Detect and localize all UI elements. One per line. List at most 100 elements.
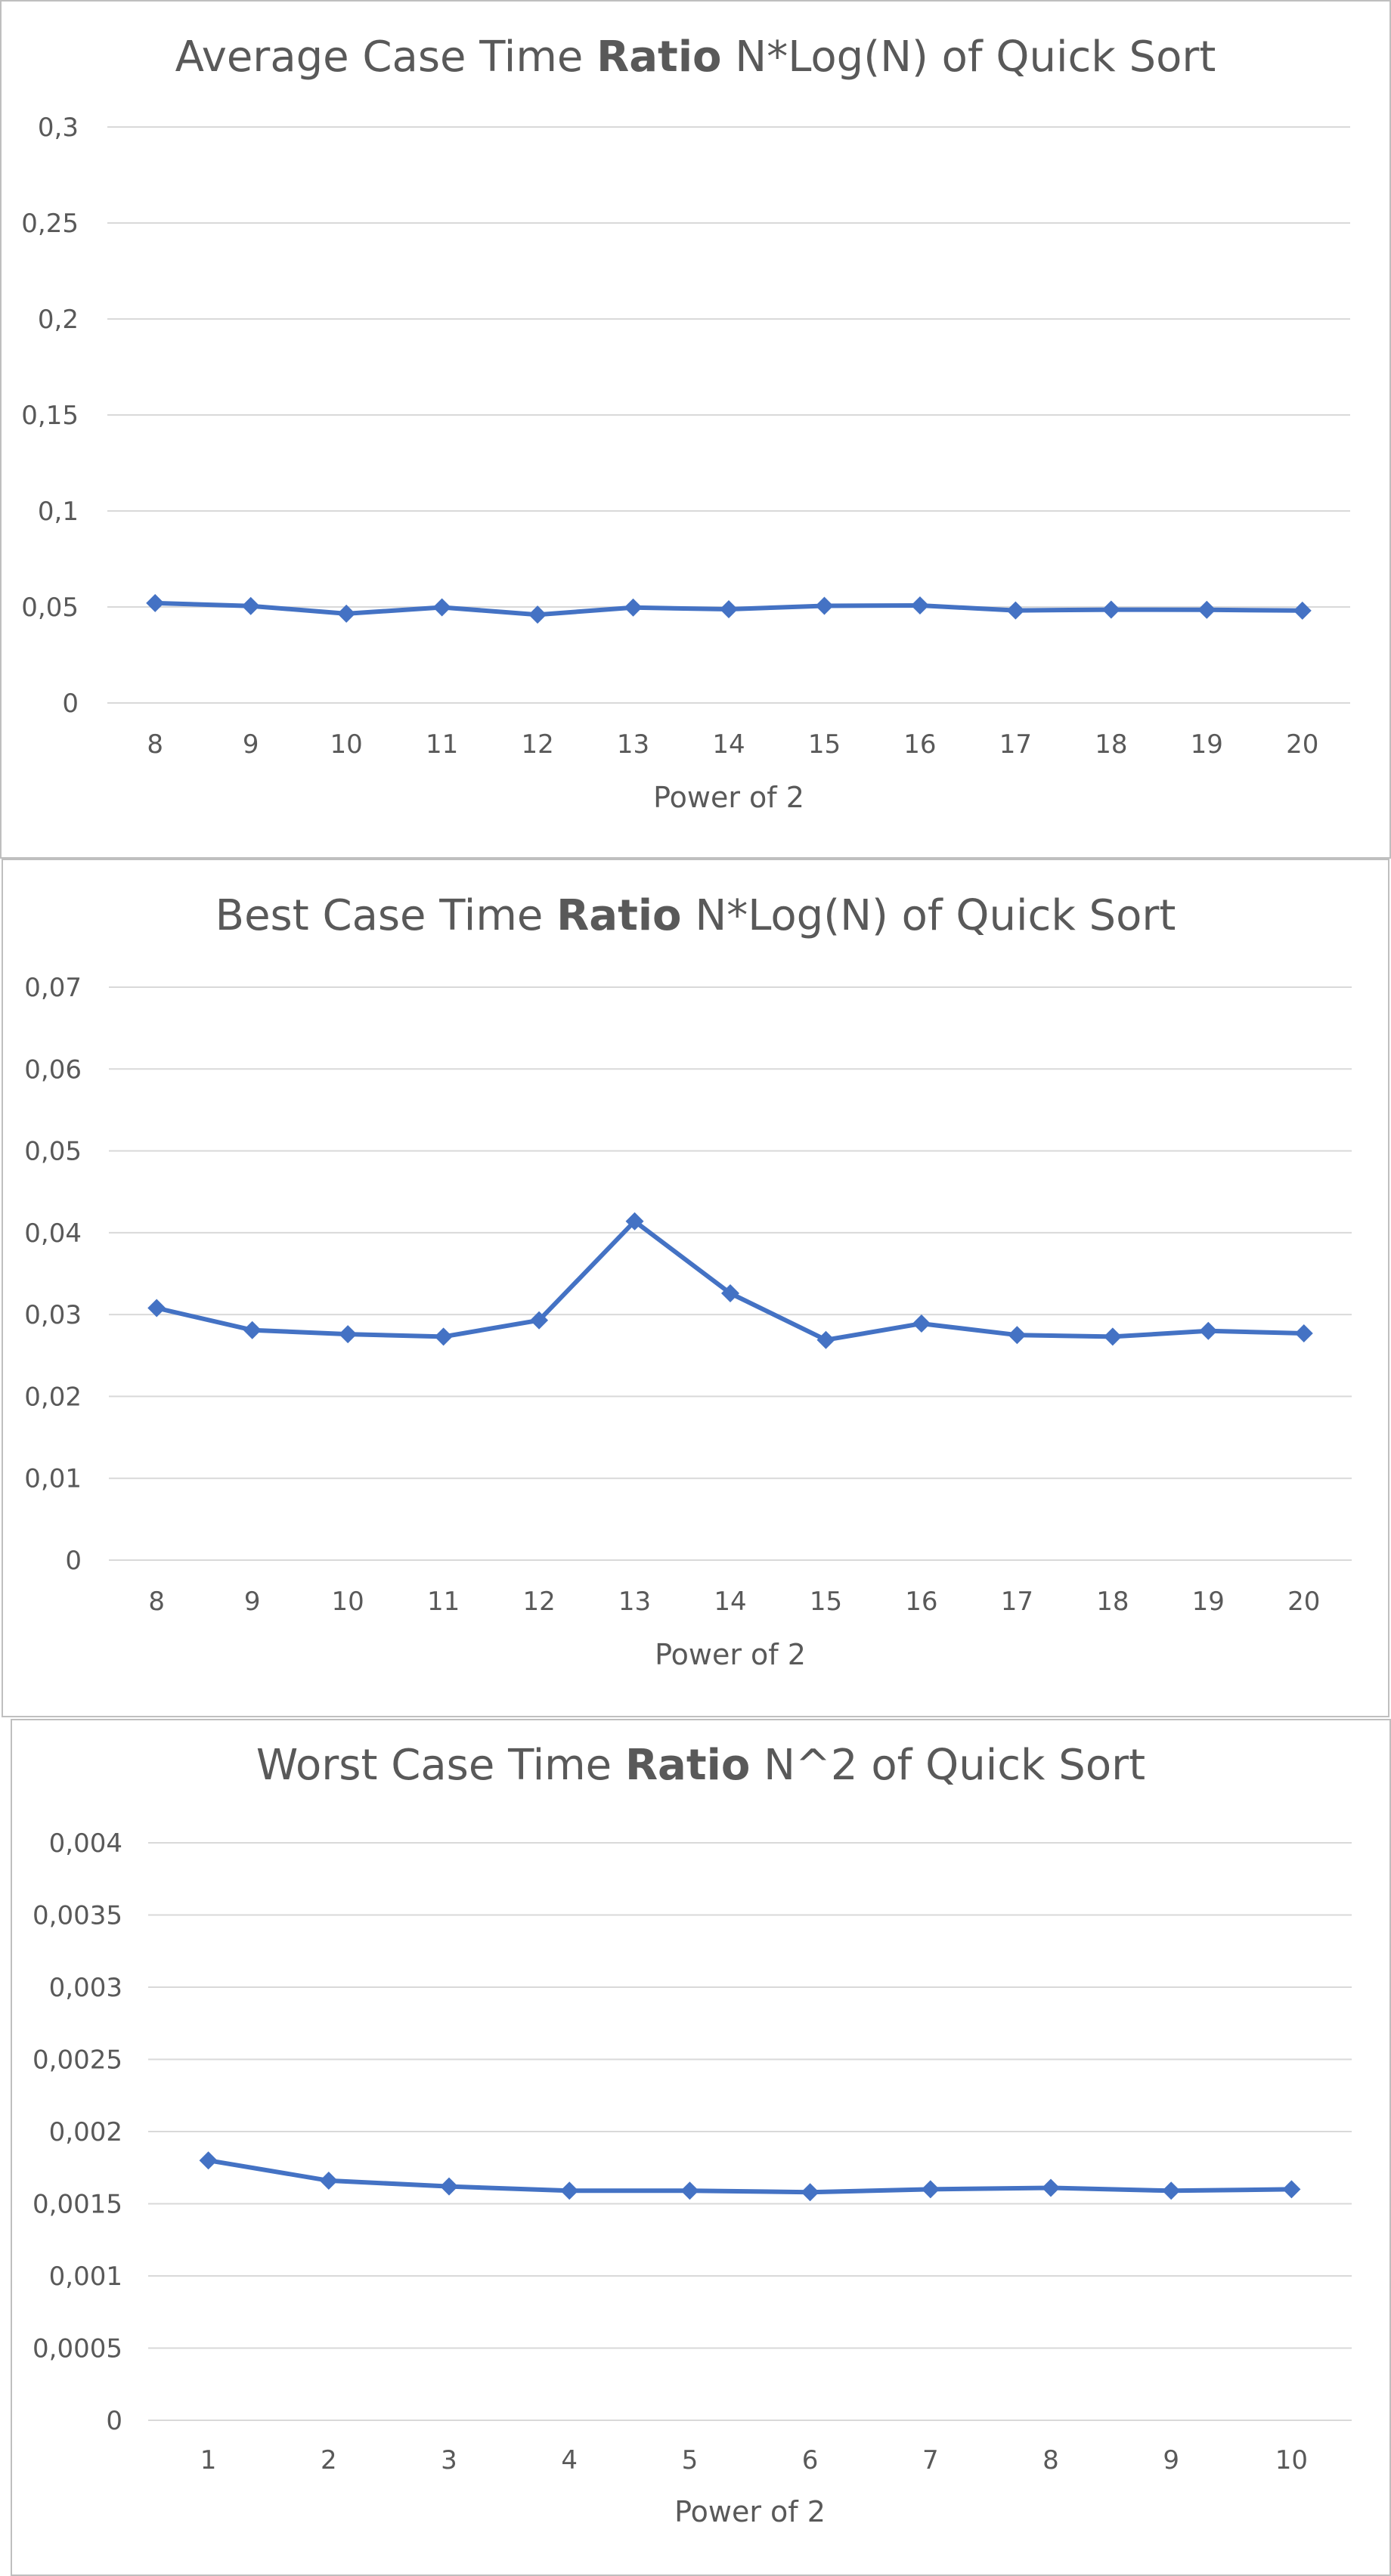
x-tick-label: 19 [1192,1587,1225,1617]
x-axis-label: Power of 2 [674,2495,826,2528]
x-tick-label: 19 [1191,729,1223,760]
x-tick-label: 9 [244,1587,261,1617]
data-point-marker [243,1321,262,1339]
data-point-marker [815,596,834,615]
x-tick-label: 8 [147,729,163,760]
chart-title-part: Ratio [596,33,721,82]
data-point-marker [560,2181,579,2200]
x-tick-label: 10 [1275,2445,1308,2475]
chart-title-part: Average Case Time [175,33,596,82]
y-tick-label: 0,0015 [33,2190,122,2220]
x-tick-label: 18 [1095,729,1127,760]
x-tick-label: 6 [802,2445,819,2475]
data-point-marker [337,604,356,623]
data-point-marker [1199,1321,1218,1340]
data-point-marker [910,596,929,615]
y-tick-label: 0 [62,689,79,719]
y-tick-label: 0,02 [24,1382,82,1412]
data-point-marker [147,1299,166,1317]
y-tick-label: 0,004 [49,1828,122,1859]
y-tick-label: 0,0005 [33,2334,122,2364]
x-tick-label: 2 [321,2445,337,2475]
x-tick-label: 9 [243,729,259,760]
x-tick-label: 8 [1042,2445,1059,2475]
x-tick-label: 16 [905,1587,937,1617]
chart-title-part: Ratio [625,1741,750,1790]
x-tick-label: 20 [1286,729,1318,760]
data-point-marker [721,1283,739,1302]
series-line [208,2158,1292,2195]
y-tick-label: 0,25 [21,209,79,239]
y-tick-label: 0,01 [24,1464,82,1494]
x-tick-label: 15 [808,729,841,760]
data-point-marker [432,598,451,617]
data-point-marker [912,1314,931,1333]
y-tick-label: 0 [106,2406,122,2436]
x-tick-label: 16 [903,729,936,760]
data-point-marker [680,2181,699,2200]
data-point-marker [1101,600,1120,619]
x-tick-label: 14 [714,1587,746,1617]
data-point-marker [1282,2180,1301,2199]
x-tick-label: 12 [522,1587,555,1617]
chart-title: Best Case Time Ratio N*Log(N) of Quick S… [215,891,1176,940]
y-tick-label: 0,07 [24,973,82,1003]
data-point-marker [530,1311,549,1330]
x-tick-label: 1 [200,2445,217,2475]
data-point-marker [1162,2181,1181,2200]
data-point-marker [1293,601,1312,620]
chart-title-part: Best Case Time [215,891,557,940]
x-tick-label: 13 [618,1587,651,1617]
x-tick-label: 7 [922,2445,939,2475]
data-point-marker [1197,600,1216,619]
x-tick-label: 8 [148,1587,165,1617]
y-tick-label: 0,0035 [33,1901,122,1931]
data-point-marker [1006,601,1025,620]
data-point-marker [199,2151,218,2170]
y-tick-label: 0,05 [21,593,79,623]
y-tick-label: 0,05 [24,1137,82,1167]
chart-title-part: Worst Case Time [256,1741,625,1790]
x-tick-label: 14 [712,729,745,760]
chart-panel-best-case: Best Case Time Ratio N*Log(N) of Quick S… [2,859,1389,1717]
y-tick-label: 0,002 [49,2117,122,2147]
data-point-marker [1103,1327,1122,1346]
chart-svg-best-case: Best Case Time Ratio N*Log(N) of Quick S… [24,891,1352,1671]
y-tick-label: 0,3 [38,113,79,143]
chart-title-part: N*Log(N) of Quick Sort [722,33,1216,82]
chart-panel-average-case: Average Case Time Ratio N*Log(N) of Quic… [0,0,1391,859]
data-point-marker [921,2180,940,2199]
x-tick-label: 11 [427,1587,460,1617]
chart-title-part: Ratio [556,891,681,940]
data-point-marker [801,2183,819,2202]
data-point-marker [1294,1324,1313,1343]
data-point-marker [528,605,547,624]
data-point-marker [816,1330,835,1349]
y-tick-label: 0,03 [24,1300,82,1330]
x-tick-label: 4 [561,2445,578,2475]
x-tick-label: 9 [1163,2445,1179,2475]
y-tick-label: 0,1 [38,497,79,527]
data-point-marker [1042,2178,1060,2197]
y-tick-label: 0,003 [49,1973,122,2003]
x-axis-label: Power of 2 [653,781,804,814]
x-tick-label: 15 [810,1587,842,1617]
y-tick-label: 0,15 [21,401,79,431]
x-tick-label: 5 [682,2445,699,2475]
chart-svg-worst-case: Worst Case Time Ratio N^2 of Quick Sort 0… [33,1741,1352,2528]
data-point-marker [319,2171,338,2190]
x-tick-label: 10 [330,729,363,760]
y-tick-label: 0,04 [24,1218,82,1249]
chart-panel-worst-case: Worst Case Time Ratio N^2 of Quick Sort 0… [11,1719,1391,2576]
data-point-marker [339,1325,358,1344]
data-point-marker [720,600,738,619]
data-point-marker [625,1212,644,1231]
x-axis-label: Power of 2 [655,1638,806,1671]
x-tick-label: 11 [426,729,458,760]
data-point-marker [1008,1326,1027,1345]
chart-title-part: N*Log(N) of Quick Sort [682,891,1176,940]
chart-title: Worst Case Time Ratio N^2 of Quick Sort [256,1741,1145,1790]
x-tick-label: 17 [999,729,1032,760]
chart-title-part: N^2 of Quick Sort [750,1741,1145,1790]
data-point-marker [146,593,165,612]
